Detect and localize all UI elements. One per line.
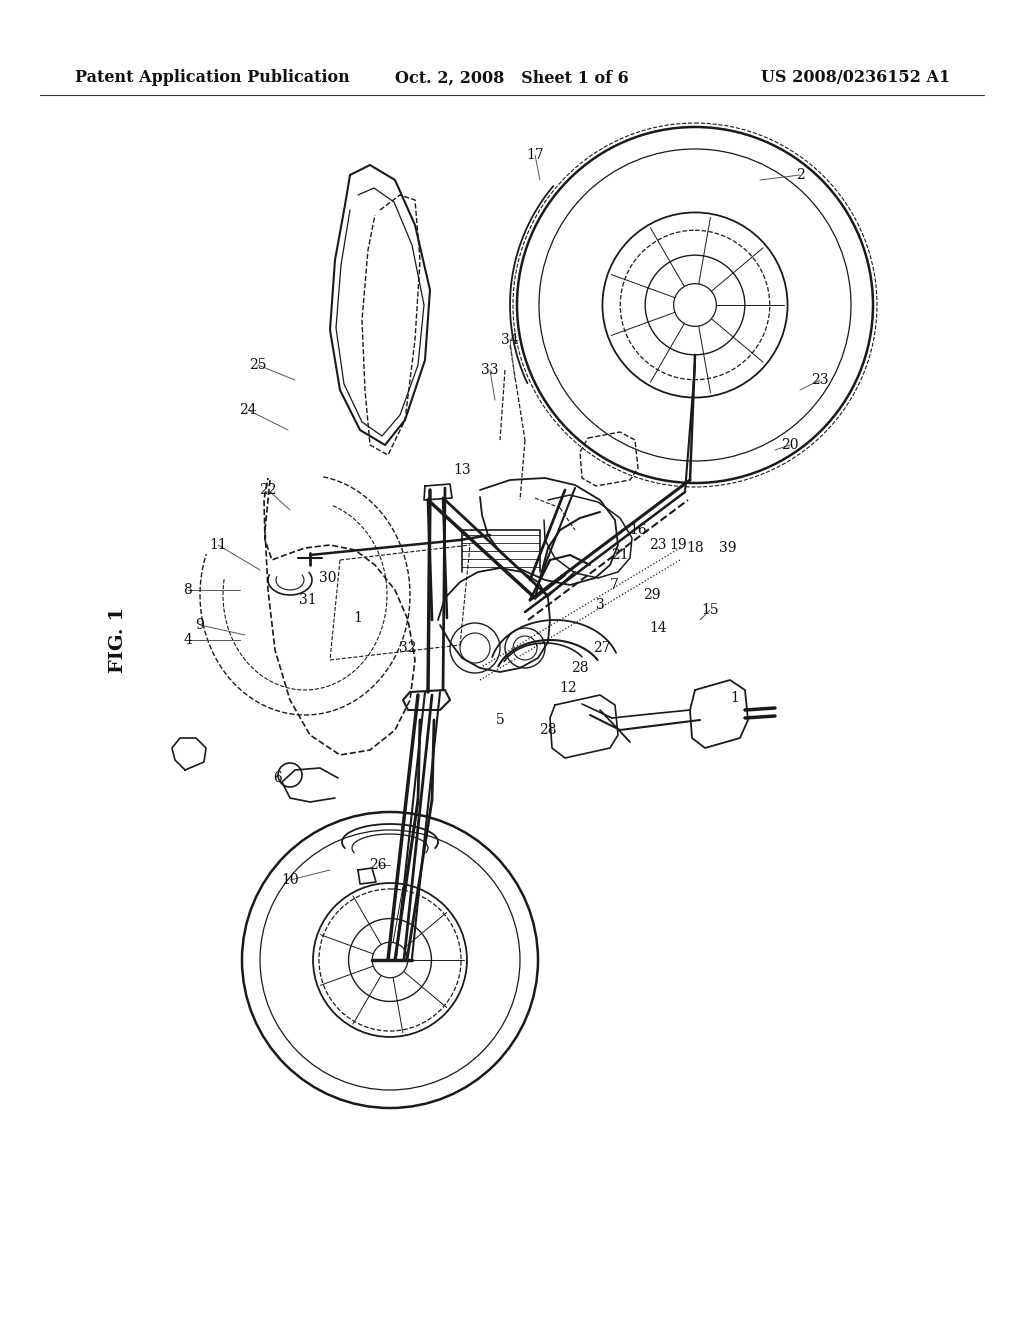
Text: 28: 28 (540, 723, 557, 737)
Text: 12: 12 (559, 681, 577, 696)
Text: 11: 11 (209, 539, 227, 552)
Text: Patent Application Publication: Patent Application Publication (75, 70, 350, 87)
Text: Oct. 2, 2008   Sheet 1 of 6: Oct. 2, 2008 Sheet 1 of 6 (395, 70, 629, 87)
Text: 17: 17 (526, 148, 544, 162)
Text: 9: 9 (196, 618, 205, 632)
Text: 4: 4 (183, 634, 193, 647)
Text: 16: 16 (629, 523, 647, 537)
Text: 33: 33 (481, 363, 499, 378)
Text: 14: 14 (649, 620, 667, 635)
Text: 27: 27 (593, 642, 610, 655)
Text: 2: 2 (796, 168, 805, 182)
Text: 8: 8 (183, 583, 193, 597)
Text: 3: 3 (596, 598, 604, 612)
Text: 7: 7 (609, 578, 618, 591)
Text: 30: 30 (319, 572, 337, 585)
Text: 39: 39 (719, 541, 736, 554)
Text: US 2008/0236152 A1: US 2008/0236152 A1 (761, 70, 950, 87)
Text: 15: 15 (701, 603, 719, 616)
Text: 26: 26 (370, 858, 387, 873)
Text: 10: 10 (282, 873, 299, 887)
Text: 28: 28 (571, 661, 589, 675)
Text: 32: 32 (399, 642, 417, 655)
Text: 25: 25 (249, 358, 266, 372)
Text: 19: 19 (670, 539, 687, 552)
Text: 1: 1 (730, 690, 739, 705)
Text: 24: 24 (240, 403, 257, 417)
Text: 21: 21 (611, 548, 629, 562)
Text: 20: 20 (781, 438, 799, 451)
Text: 29: 29 (643, 587, 660, 602)
Text: FIG. 1: FIG. 1 (109, 607, 127, 673)
Text: 22: 22 (259, 483, 276, 498)
Text: 18: 18 (686, 541, 703, 554)
Text: 23: 23 (811, 374, 828, 387)
Text: 13: 13 (454, 463, 471, 477)
Text: 34: 34 (501, 333, 519, 347)
Text: 5: 5 (496, 713, 505, 727)
Text: 23: 23 (649, 539, 667, 552)
Text: 1: 1 (353, 611, 362, 624)
Text: 6: 6 (273, 771, 283, 785)
Text: 31: 31 (299, 593, 316, 607)
